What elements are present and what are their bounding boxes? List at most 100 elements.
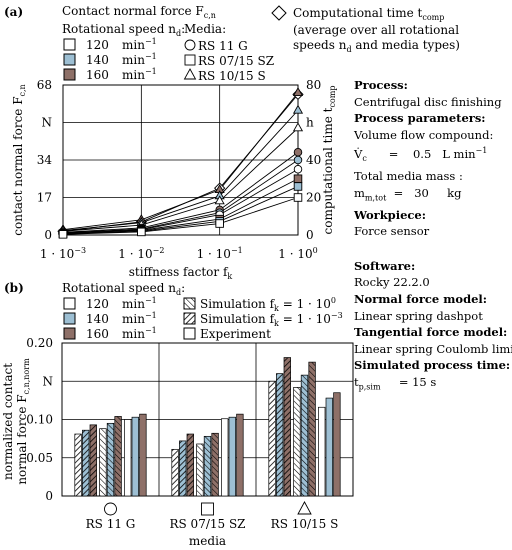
bar-sim_fk_1e-3-140-1: [179, 440, 187, 497]
bar-experiment-160-1: [236, 413, 244, 497]
flow-label: Volume flow compound:: [354, 127, 494, 142]
bar-sim_fk_1e-3-120-2: [268, 380, 276, 497]
y-tick-label-b: N: [43, 374, 54, 388]
x-axis-label-b: media: [189, 534, 226, 548]
bar-experiment-120-2: [318, 406, 326, 497]
legend-b-speed-value-120: 120: [86, 297, 109, 311]
y-tick-label-b: 0.20: [26, 336, 53, 350]
legend-a-media-title: Media:: [184, 22, 226, 36]
panel-a-label: (a): [4, 5, 23, 19]
x-tick-label-a: 1 · 10−2: [118, 246, 164, 261]
point-triangle-3-3: [292, 122, 304, 132]
point-circle-4-3: [293, 148, 303, 157]
legend-b-swatch-140: [63, 312, 76, 325]
legend-swatch-experiment: [183, 327, 196, 340]
legend-a-speeds: 120 min−1 140 min−1 160 min−1: [63, 37, 157, 82]
spt-heading: Simulated process time:: [354, 358, 511, 373]
bar-experiment-160-2: [333, 392, 341, 497]
x-tick-label-b: RS 10/15 S: [271, 517, 339, 531]
legend-a-media-label-1: RS 07/15 SZ: [198, 54, 274, 68]
legend-a-speed-unit-140: min−1: [122, 52, 157, 67]
legend-a-triangle-marker-icon: [183, 68, 197, 80]
point-square-9-2: [215, 219, 224, 228]
legend-b-speeds: 120 min−1 140 min−1 160 min−1: [63, 296, 157, 341]
flow-value: V̇c = 0.5 L min−1: [354, 146, 488, 164]
point-square-9-0: [58, 230, 68, 239]
point-square-9-3: [293, 193, 303, 202]
tfm-heading: Tangential force model:: [354, 325, 508, 340]
y-tick-label-a: 0: [44, 228, 52, 242]
mass-value: mm,tot = 30 kg: [354, 185, 462, 202]
legend-swatch-sim-fk1: [183, 297, 196, 310]
series-line-2: [62, 110, 299, 232]
bar-sim_fk_1e-3-140-2: [276, 373, 284, 497]
process-info-panel: Process: Centrifugal disc finishing Proc…: [354, 77, 512, 396]
point-circle-6-3: [293, 165, 303, 174]
legend-a-speed-value-160: 160: [86, 68, 109, 82]
bar-sim_fk_1e0-120-1: [196, 443, 204, 497]
legend-a-swatch-140: [63, 53, 76, 66]
legend-b-speed-title: Rotational speed nd:: [62, 281, 185, 297]
y-axis-label-b-line2: normal force Fc,n,norm: [15, 358, 31, 485]
bar-experiment-120-0: [124, 419, 132, 497]
legend-a-speed-unit-160: min−1: [122, 67, 157, 82]
nfm-heading: Normal force model:: [354, 291, 488, 306]
legend-b-types: Simulation fk = 1 · 100 Simulation fk = …: [183, 296, 343, 341]
point-triangle-2-3: [292, 104, 304, 114]
series-line-9: [62, 197, 299, 235]
series-line-4: [62, 151, 299, 233]
y-axis-label-b-line1: normalized contact: [1, 363, 15, 480]
y2-tick-label-a: 40: [306, 153, 321, 167]
legend-a-title: Contact normal force Fc,n: [62, 4, 216, 20]
legend-a-speed-title: Rotational speed nd:: [62, 22, 185, 38]
series-line-1: [62, 92, 299, 231]
series-line-8: [62, 186, 299, 235]
legend-b-speed-unit-160: min−1: [122, 326, 157, 341]
legend-a-media-label-2: RS 10/15 S: [198, 69, 266, 83]
legend-b-swatch-120: [63, 297, 76, 310]
bar-sim_fk_1e0-140-1: [203, 435, 212, 497]
process-heading: Process:: [354, 78, 408, 92]
x-tick-label-b: RS 07/15 SZ: [169, 517, 245, 531]
bar-sim_fk_1e-3-160-1: [186, 433, 194, 497]
series-line-5: [62, 159, 299, 234]
series-line-7: [62, 178, 299, 235]
point-square-9-1: [137, 227, 146, 237]
legend-a-swatch-160: [63, 68, 76, 81]
y-tick-label-b: 0: [45, 489, 53, 503]
category-square-icon: [201, 502, 214, 516]
tfm-value: Linear spring Coulomb limit: [354, 341, 512, 356]
bar-sim_fk_1e0-160-2: [308, 361, 316, 497]
x-tick-label-a: 1 · 10−1: [197, 246, 243, 261]
bar-experiment-120-1: [221, 418, 229, 497]
bar-sim_fk_1e-3-120-0: [74, 433, 82, 497]
bar-experiment-140-1: [228, 416, 236, 497]
legend-a-comptime: Computational time tcomp (average over a…: [271, 5, 460, 54]
workpiece-value: Force sensor: [354, 224, 430, 239]
panel-b-label: (b): [4, 281, 24, 295]
y2-axis-label-a: computational time tcomp: [321, 86, 337, 235]
mass-label: Total media mass :: [354, 169, 463, 184]
y-tick-label-b: 0.05: [26, 451, 53, 465]
x-axis-label-a: stiffness factor fk: [129, 265, 233, 281]
legend-b-swatch-160: [63, 327, 76, 340]
y-tick-label-a: 68: [37, 78, 52, 92]
point-square-8-3: [293, 182, 303, 191]
point-circle-5-3: [293, 155, 303, 165]
y-axis-label-a: contact normal force Fc,n: [11, 84, 27, 235]
category-triangle-icon: [297, 501, 312, 515]
comptime-label: Computational time tcomp: [293, 6, 444, 22]
bar-sim_fk_1e0-120-2: [293, 387, 301, 497]
legend-b-speed-unit-120: min−1: [122, 296, 157, 311]
bar-sim_fk_1e-3-120-1: [171, 448, 179, 497]
legend-sim-fk2: Simulation fk = 1 · 10−3: [200, 311, 343, 328]
legend-experiment: Experiment: [200, 327, 271, 341]
y2-tick-label-a: h: [306, 116, 314, 130]
legend-a-swatch-120: [63, 38, 76, 51]
software-heading: Software:: [354, 258, 416, 273]
process-value: Centrifugal disc finishing: [354, 94, 502, 109]
bar-sim_fk_1e0-160-1: [211, 432, 219, 497]
y-tick-label-a: 34: [37, 153, 53, 167]
bar-sim_fk_1e-3-160-2: [283, 357, 291, 497]
